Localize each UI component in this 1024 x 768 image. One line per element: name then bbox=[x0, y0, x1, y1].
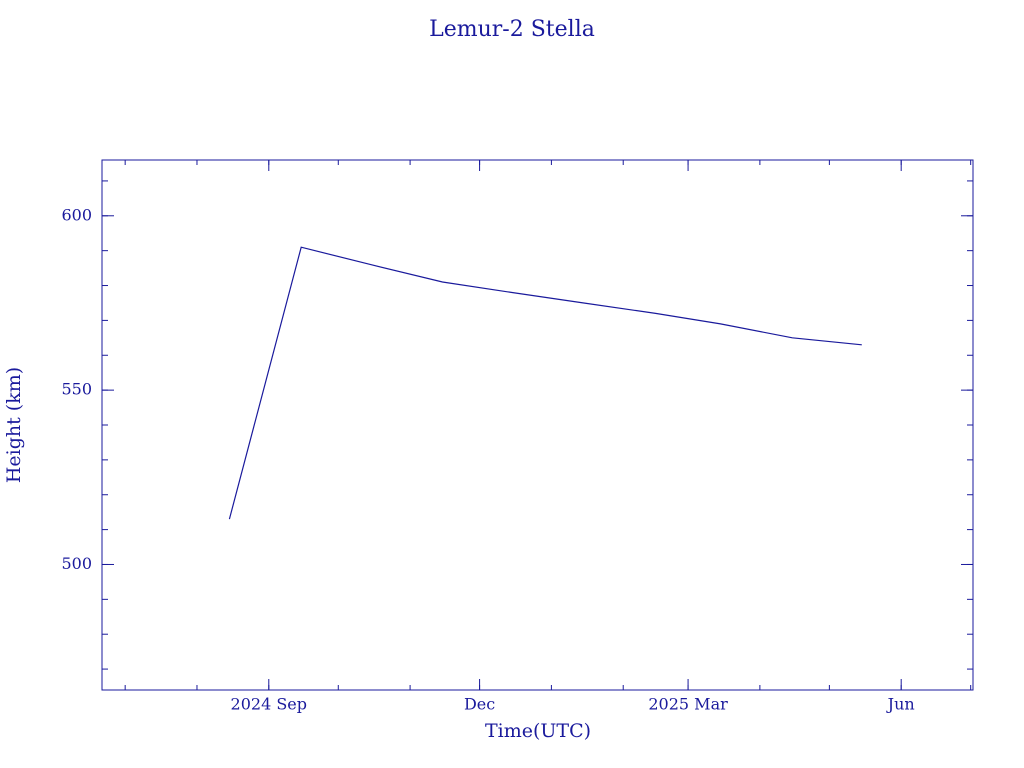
y-axis-label: Height (km) bbox=[3, 367, 25, 483]
x-axis-label: Time(UTC) bbox=[485, 720, 591, 742]
x-tick-label: 2024 Sep bbox=[231, 695, 307, 714]
plot-frame bbox=[101, 159, 974, 691]
y-tick-label: 600 bbox=[61, 205, 92, 224]
y-tick-label: 500 bbox=[61, 554, 92, 573]
x-tick-label: 2025 Mar bbox=[648, 695, 728, 714]
x-tick-label: Jun bbox=[886, 695, 915, 714]
x-tick-label: Dec bbox=[464, 695, 495, 714]
y-tick-label: 550 bbox=[61, 380, 92, 399]
data-line bbox=[228, 246, 862, 520]
chart-title: Lemur-2 Stella bbox=[429, 17, 595, 42]
